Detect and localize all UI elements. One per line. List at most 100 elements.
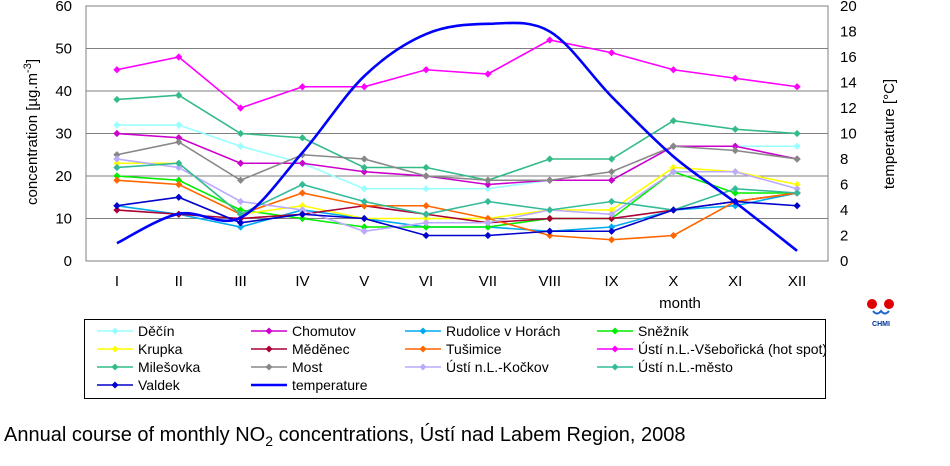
data-point [175,121,183,129]
y2-tick-label: 6 [840,177,848,194]
legend-item: Most [249,357,322,377]
data-point [607,223,616,231]
data-point [793,185,801,193]
data-point [669,231,678,240]
data-point [484,223,492,231]
data-point [298,189,307,197]
data-point [793,129,801,138]
data-point [360,163,368,172]
data-point [484,185,492,193]
data-point [669,66,678,74]
y2-tick-label: 8 [840,151,848,168]
legend-item: Milešovka [95,357,200,377]
data-point [175,180,183,189]
series-line [116,39,798,109]
y-tick-label: 60 [55,0,72,15]
data-point [484,197,492,206]
data-point [175,91,183,99]
data-point [484,176,492,184]
legend-swatch [251,383,287,387]
x-tick-label: XII [788,273,806,290]
data-point [484,231,492,240]
y-axis-title: concentration [µg.m-3] [22,59,41,205]
data-point [175,159,183,167]
data-point [422,214,430,223]
chmi-logo-icon: CHMI [867,299,894,328]
data-point [669,206,678,214]
legend-label: Ústí n.L.-Kočkov [446,359,549,375]
data-point [793,155,801,163]
data-point [607,168,616,176]
y-tick-label: 50 [55,41,72,58]
legend-swatch [97,363,133,371]
legend-item: Ústí n.L.-Všebořická (hot spot) [595,339,827,359]
data-point [175,176,183,184]
data-point [298,202,307,210]
data-point [484,214,492,223]
data-point [422,163,430,172]
data-point [175,134,183,142]
legend-label: Krupka [138,341,183,357]
legend-item: Děčín [95,321,175,341]
legend-item: Měděnec [249,339,350,359]
data-point [298,206,307,214]
legend-label: Rudolice v Horách [446,323,561,339]
data-point [607,214,616,223]
y-tick-label: 0 [64,253,72,270]
data-point [236,176,245,184]
data-point [422,210,430,218]
y2-tick-label: 20 [840,0,857,15]
data-point [113,129,121,138]
legend-label: Sněžník [638,323,689,339]
series-group [113,21,801,252]
data-point [546,206,554,214]
legend-swatch [405,363,441,371]
legend-label: Chomutov [292,323,356,339]
legend-item: Rudolice v Horách [403,321,560,341]
data-point [546,231,554,240]
data-point [298,83,307,91]
legend-item: Sněžník [595,321,689,341]
data-point [793,142,801,150]
data-point [793,202,801,210]
legend-label: Ústí n.L.-město [638,359,733,375]
data-point [360,223,368,231]
y-tick-label: 10 [55,211,72,228]
data-point [422,202,430,210]
legend-swatch [251,327,287,335]
x-tick-label: III [234,273,247,290]
data-point [607,176,616,184]
temperature-line [116,21,798,252]
left-axis-ticks: 0 10 20 30 40 50 60 [55,0,72,270]
series-line [116,132,798,186]
legend-swatch [405,327,441,335]
data-point [607,206,616,214]
data-point [360,185,368,193]
data-point [236,129,245,138]
data-point [298,159,307,167]
data-point [360,83,368,91]
chart-caption: Annual course of monthly NO2 concentrati… [4,424,686,449]
data-point [298,214,307,223]
data-point [236,197,245,206]
data-point [793,83,801,91]
x-axis-ticks: I II III IV V VI VII VIII IX X XI XII [115,273,806,290]
x-tick-label: VIII [538,273,561,290]
legend-swatch [597,345,633,353]
legend-item: Chomutov [249,321,356,341]
data-point [731,125,739,133]
data-point [669,163,678,172]
legend-label: Valdek [138,377,180,393]
data-point [793,180,801,189]
y2-tick-label: 14 [840,75,857,92]
plot-area-frame [85,5,829,262]
series-Děčín [113,121,801,193]
series-Most [113,138,801,184]
legend-swatch [97,345,133,353]
data-point [236,159,245,167]
data-point [113,66,121,74]
series-Tušimice [113,176,801,244]
legend-swatch [97,327,133,335]
data-point [113,155,121,163]
data-point [484,70,492,78]
